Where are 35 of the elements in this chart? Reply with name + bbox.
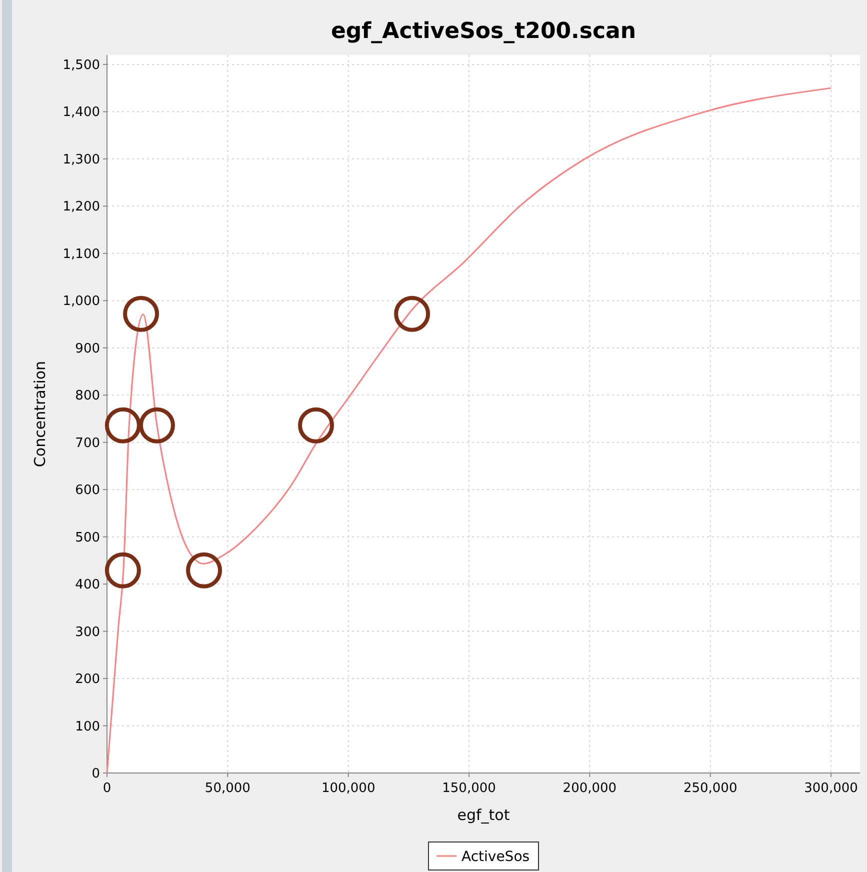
y-tick-label: 1,300 — [62, 152, 100, 168]
x-tick-label: 150,000 — [442, 781, 496, 796]
y-tick-label: 700 — [75, 436, 100, 451]
point — [123, 296, 160, 332]
y-tick-label: 1,100 — [62, 246, 100, 262]
line-series — [106, 87, 832, 774]
y-tick-label: 900 — [75, 341, 100, 356]
y-axis-title: Concentration — [31, 360, 49, 468]
legend-label: ActiveSos — [462, 849, 530, 865]
point — [104, 552, 141, 588]
y-tick-label: 600 — [75, 483, 100, 498]
y-tick-label: 0 — [92, 766, 100, 782]
x-tick-label: 250,000 — [683, 781, 738, 796]
y-tick-label: 1,400 — [62, 105, 100, 120]
y-tick-label: 400 — [75, 578, 100, 593]
point — [394, 296, 430, 332]
y-tick-label: 1,500 — [62, 58, 100, 73]
y-tick-label: 1,200 — [62, 200, 100, 215]
y-tick-label: 500 — [75, 530, 100, 546]
x-axis-title: egf_tot — [457, 806, 510, 824]
y-tick-label: 800 — [75, 388, 100, 404]
x-tick-label: 0 — [102, 781, 112, 796]
x-tick-label: 100,000 — [321, 781, 376, 796]
y-tick-label: 1,000 — [62, 294, 100, 310]
x-tick-label: 200,000 — [562, 781, 617, 796]
y-tick-label: 200 — [75, 672, 100, 688]
chart-title: egf_ActiveSos_t200.scan — [330, 19, 636, 44]
y-tick-label: 100 — [75, 719, 100, 734]
x-tick-label: 300,000 — [804, 781, 858, 796]
point — [138, 407, 175, 444]
point — [186, 552, 222, 588]
point — [104, 407, 141, 444]
x-tick-label: 50,000 — [204, 781, 250, 796]
y-tick-label: 300 — [75, 624, 100, 640]
point — [298, 407, 334, 444]
